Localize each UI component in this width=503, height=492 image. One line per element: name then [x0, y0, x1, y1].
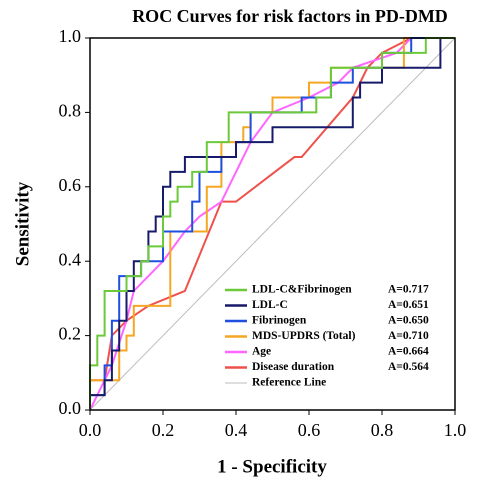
legend-auc: A=0.651	[388, 299, 429, 311]
legend-auc: A=0.717	[388, 284, 429, 296]
x-tick-label: 0.4	[225, 420, 248, 440]
y-tick-label: 1.0	[59, 26, 82, 46]
legend-label: Reference Line	[252, 377, 326, 389]
roc-curve	[89, 37, 455, 410]
y-axis-label: Sensitivity	[12, 181, 33, 266]
roc-curve	[89, 37, 456, 411]
roc-curve	[89, 37, 455, 410]
y-tick-label: 0.4	[59, 249, 82, 269]
chart-title: ROC Curves for risk factors in PD-DMD	[132, 6, 448, 26]
x-tick-label: 0.0	[79, 420, 102, 440]
legend-label: LDL-C&Fibrinogen	[252, 284, 352, 296]
x-axis-label: 1 - Specificity	[217, 456, 327, 477]
legend-label: Age	[252, 346, 271, 358]
y-tick-label: 0.8	[59, 101, 82, 121]
roc-curve	[89, 37, 455, 411]
roc-curve	[89, 37, 455, 410]
legend-label: LDL-C	[252, 299, 288, 311]
legend-label: Disease duration	[252, 361, 335, 373]
x-tick-label: 1.0	[444, 420, 467, 440]
y-tick-label: 0.2	[59, 324, 82, 344]
y-tick-label: 0.0	[59, 398, 82, 418]
legend-auc: A=0.564	[388, 361, 429, 373]
x-tick-label: 0.6	[298, 420, 321, 440]
y-tick-label: 0.6	[59, 175, 82, 195]
legend-auc: A=0.650	[388, 315, 429, 327]
legend-auc: A=0.710	[388, 330, 429, 342]
legend-label: MDS-UPDRS (Total)	[252, 330, 356, 342]
legend-label: Fibrinogen	[252, 315, 307, 327]
legend-auc: A=0.664	[388, 346, 429, 358]
x-tick-label: 0.8	[371, 420, 394, 440]
x-tick-label: 0.2	[152, 420, 175, 440]
plot-frame	[89, 37, 456, 411]
